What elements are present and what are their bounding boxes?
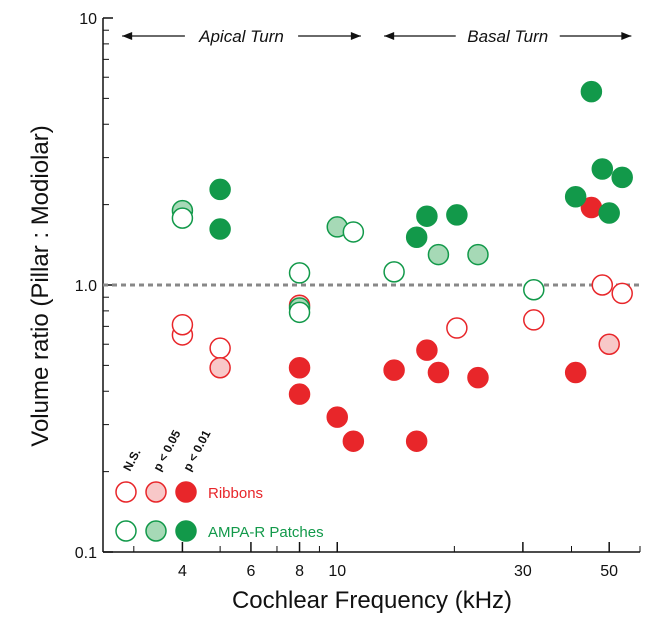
legend-ampa-marker <box>145 520 167 542</box>
ribbon-point <box>427 361 450 384</box>
data-points <box>171 80 633 452</box>
ampa-point <box>467 243 489 266</box>
ampa-point <box>523 278 545 301</box>
significance-label: N.S. <box>120 446 143 473</box>
legend-ribbon-marker <box>145 481 167 503</box>
ampa-point <box>580 80 603 103</box>
ampa-point <box>427 243 450 266</box>
significance-label: p < 0.05 <box>150 427 183 473</box>
ampa-point <box>446 204 468 226</box>
ribbon-point <box>611 282 633 305</box>
ribbon-point <box>598 333 620 355</box>
legend-label-ampa: AMPA-R Patches <box>208 524 324 541</box>
x-tick-label: 4 <box>178 563 187 580</box>
ampa-point <box>591 158 614 180</box>
ribbon-point <box>209 356 231 379</box>
region-arrow-head <box>122 32 133 40</box>
ampa-point <box>416 205 438 227</box>
x-tick-label: 8 <box>295 563 304 580</box>
ribbon-point <box>467 366 489 389</box>
ribbon-point <box>209 337 231 359</box>
legend-ampa-marker <box>115 520 137 542</box>
x-axis-title: Cochlear Frequency (kHz) <box>232 587 512 614</box>
ampa-point <box>342 221 365 243</box>
ribbon-point <box>416 339 438 361</box>
legend-ribbon-marker <box>175 481 197 503</box>
y-axis-title: Volume ratio (Pillar : Modiolar) <box>27 125 54 446</box>
ampa-point <box>288 301 311 324</box>
region-label: Apical Turn <box>198 27 284 46</box>
ampa-point <box>209 218 231 240</box>
region-arrow-head <box>384 32 395 40</box>
legend-label-ribbons: Ribbons <box>208 485 263 502</box>
region-label: Basal Turn <box>467 27 548 46</box>
ribbon-point <box>288 383 311 405</box>
legend-ampa-marker <box>175 520 197 542</box>
ribbon-point <box>523 309 545 331</box>
ribbon-point <box>383 359 405 381</box>
x-tick-label: 50 <box>600 563 618 580</box>
axes: 0.1 1.0 10 4 6 8 10 30 50 <box>75 11 641 580</box>
y-tick-label: 10 <box>79 11 97 28</box>
x-tick-label: 6 <box>246 563 255 580</box>
ampa-point <box>288 262 311 284</box>
y-tick-label: 0.1 <box>75 545 97 562</box>
ampa-point <box>564 186 587 208</box>
region-arrow-head <box>621 32 632 40</box>
ribbon-point <box>288 356 311 379</box>
ribbon-point <box>591 274 614 296</box>
x-tick-label: 30 <box>514 563 532 580</box>
region-labels: Apical Turn Basal Turn <box>122 27 632 46</box>
ampa-point <box>611 166 633 189</box>
ampa-point <box>598 202 620 224</box>
ampa-point <box>209 178 231 201</box>
legend: N.S. p < 0.05p < 0.01 Ribbons AMPA-R Patche… <box>115 427 324 542</box>
ribbon-point <box>342 430 365 452</box>
ampa-point <box>383 261 405 283</box>
legend-ribbon-marker <box>115 481 137 503</box>
ampa-point <box>171 207 194 229</box>
ampa-point <box>405 226 428 248</box>
ribbon-point <box>564 361 587 384</box>
ribbon-point <box>405 430 428 452</box>
ribbon-point <box>171 313 194 336</box>
ribbon-point <box>326 406 348 428</box>
x-tick-label: 10 <box>328 563 346 580</box>
y-tick-label: 1.0 <box>75 278 97 295</box>
significance-label: p < 0.01 <box>180 427 213 473</box>
region-arrow-head <box>350 32 361 40</box>
ribbon-point <box>446 317 468 339</box>
